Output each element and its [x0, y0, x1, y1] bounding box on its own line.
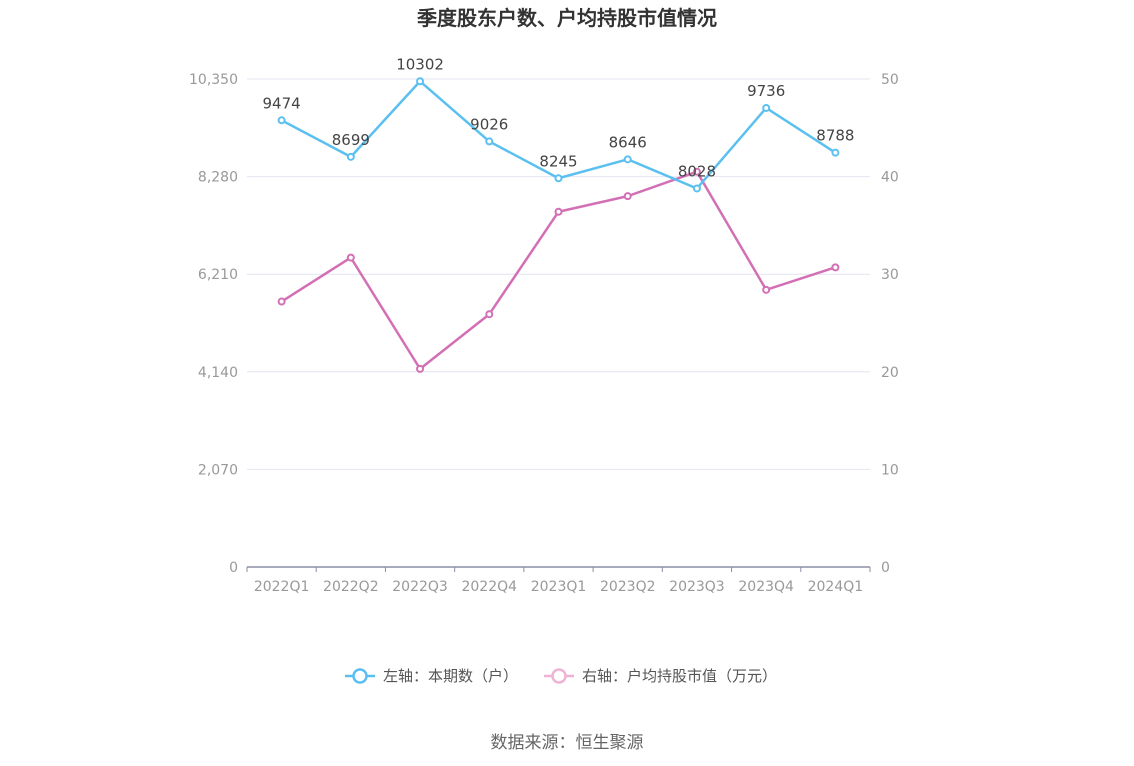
left-tick-label: 6,210: [198, 267, 238, 283]
legend-label: 左轴：本期数（户）: [383, 667, 518, 685]
left-axis: 0 2,070 4,140 6,210 8,280 10,350: [189, 72, 238, 576]
data-point-right: [623, 192, 632, 201]
left-tick-label: 0: [229, 560, 238, 576]
right-tick-label: 20: [881, 365, 899, 381]
legend-label: 右轴：户均持股市值（万元）: [582, 667, 777, 685]
series-left: 9474 8699 10302 9026 8245 8646 8028 9736 8788: [263, 55, 854, 193]
data-point-right: [485, 310, 494, 319]
legend-marker: [352, 668, 368, 684]
data-label: 8788: [816, 127, 854, 145]
data-point-right: [554, 207, 563, 216]
right-tick-label: 10: [881, 462, 899, 478]
data-point-left: [554, 174, 563, 183]
data-point-left: [692, 184, 701, 193]
legend-item-1[interactable]: 左轴：本期数（户）: [345, 667, 518, 685]
right-axis: 0 10 20 30 40 50: [881, 72, 899, 576]
x-tick-label: 2023Q1: [531, 579, 587, 595]
data-point-left: [831, 148, 840, 157]
data-point-right: [277, 297, 286, 306]
data-point-left: [346, 152, 355, 161]
data-point-right: [831, 263, 840, 272]
data-label: 10302: [396, 55, 444, 73]
data-label: 9736: [747, 82, 785, 100]
left-tick-label: 10,350: [189, 72, 238, 88]
right-tick-label: 0: [881, 560, 890, 576]
right-tick-label: 40: [881, 170, 899, 186]
source-note: 数据来源：恒生聚源: [491, 733, 644, 753]
left-tick-label: 8,280: [198, 170, 238, 186]
data-point-right: [762, 285, 771, 294]
x-tick-label: 2022Q3: [392, 579, 448, 595]
x-tick-label: 2023Q4: [738, 579, 794, 595]
data-label: 9026: [470, 115, 508, 133]
x-axis: 2022Q1 2022Q2 2022Q3 2022Q4 2023Q1 2023Q2 2023…: [246, 566, 871, 595]
series-layer: 9474 8699 10302 9026 8245 8646 8028 9736 8788: [263, 55, 854, 373]
series-line-right: [280, 170, 836, 371]
x-tick-label: 2022Q1: [254, 579, 310, 595]
left-tick-label: 4,140: [198, 365, 238, 381]
x-tick-label: 2022Q4: [461, 579, 517, 595]
grid: [247, 78, 870, 470]
legend-item-2[interactable]: 右轴：户均持股市值（万元）: [544, 667, 777, 685]
x-tick-label: 2022Q2: [323, 579, 379, 595]
x-tick-label: 2023Q3: [669, 579, 725, 595]
chart-title: 季度股东户数、户均持股市值情况: [416, 6, 717, 30]
series-right: [277, 167, 840, 373]
data-label: 8245: [539, 152, 577, 170]
data-label: 8646: [609, 133, 647, 151]
data-point-right: [416, 364, 425, 373]
data-point-right: [692, 167, 701, 176]
data-point-left: [416, 77, 425, 86]
x-tick-label: 2023Q2: [600, 579, 656, 595]
legend[interactable]: 左轴：本期数（户） 右轴：户均持股市值（万元）: [345, 667, 777, 685]
data-point-left: [485, 137, 494, 146]
right-tick-label: 50: [881, 72, 899, 88]
x-tick-label: 2024Q1: [808, 579, 864, 595]
left-tick-label: 2,070: [198, 462, 238, 478]
data-point-left: [623, 155, 632, 164]
data-point-right: [346, 253, 355, 262]
data-label: 9474: [263, 94, 301, 112]
data-point-left: [277, 116, 286, 125]
legend-marker: [551, 668, 567, 684]
data-label: 8699: [332, 131, 370, 149]
right-tick-label: 30: [881, 267, 899, 283]
data-point-left: [762, 103, 771, 112]
data-label: 8028: [678, 162, 716, 180]
